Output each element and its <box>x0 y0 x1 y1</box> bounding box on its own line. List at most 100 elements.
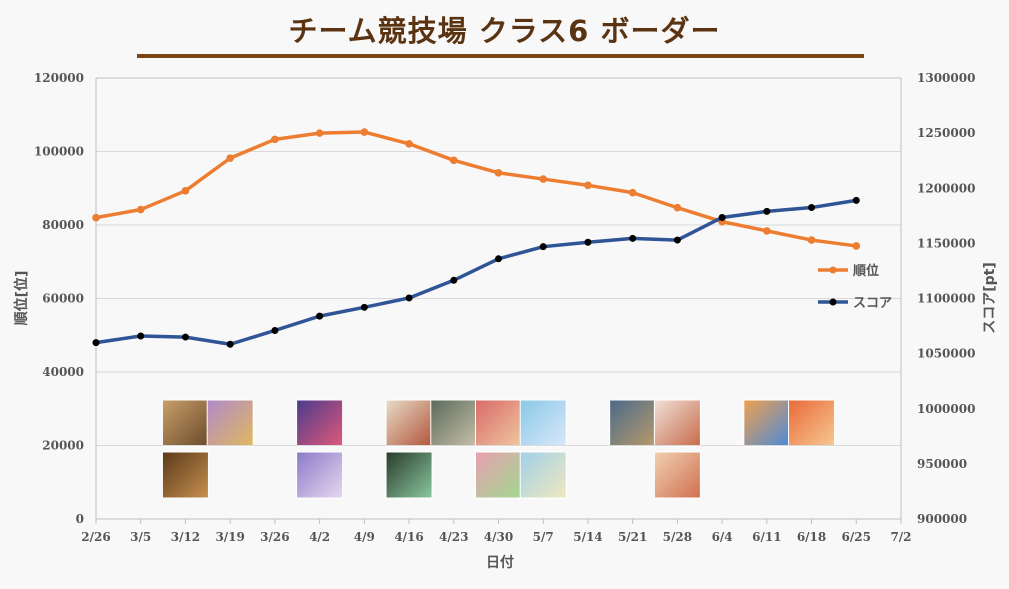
card-thumbnail <box>475 451 522 499</box>
data-point-score <box>405 294 413 302</box>
data-point-score <box>673 236 681 244</box>
legend-label-rank: 順位 <box>853 263 879 279</box>
card-thumbnail <box>385 399 433 447</box>
data-point-score <box>316 312 324 320</box>
data-point-score <box>495 255 502 263</box>
data-point-score <box>852 196 860 204</box>
card-thumbnail <box>519 451 567 499</box>
y-tick-label: 20000 <box>42 439 84 453</box>
data-point-rank <box>315 129 324 137</box>
data-point-score <box>92 339 100 347</box>
data-point-rank <box>449 156 458 165</box>
x-tick-label: 6/4 <box>712 530 733 544</box>
card-thumbnail <box>609 399 657 447</box>
data-point-score <box>763 207 771 215</box>
data-point-score <box>539 243 547 251</box>
y-tick-label: 40000 <box>42 365 84 379</box>
legend-label-score: スコア <box>853 296 892 311</box>
data-point-score <box>226 340 234 348</box>
data-point-rank <box>360 128 369 136</box>
x-tick-label: 5/28 <box>663 530 692 544</box>
x-tick-label: 7/2 <box>890 530 911 544</box>
x-tick-label: 6/25 <box>842 530 871 544</box>
data-point-rank <box>807 236 816 244</box>
x-axis-title: 日付 <box>486 554 514 571</box>
y-tick-label: 120000 <box>34 71 84 85</box>
data-point-score <box>271 326 279 334</box>
series-lines <box>92 128 861 348</box>
data-point-rank <box>584 181 592 190</box>
x-tick-label: 5/21 <box>618 530 647 544</box>
series-line-rank <box>94 130 859 248</box>
data-point-rank <box>92 213 100 222</box>
card-thumbnail <box>475 399 522 447</box>
data-point-score <box>808 204 816 212</box>
card-thumbnails <box>161 399 836 499</box>
card-thumbnail <box>296 399 344 447</box>
legend-marker-score <box>829 298 837 306</box>
data-point-score <box>450 276 458 284</box>
axes <box>95 77 902 524</box>
y-tick-label: 0 <box>76 512 84 526</box>
tick-labels: 0 20000 40000 60000 80000 100000 120000 900000 9… <box>34 71 976 544</box>
data-point-score <box>181 333 189 341</box>
y2-tick-label: 1300000 <box>917 71 975 85</box>
x-tick-label: 6/18 <box>797 530 826 544</box>
card-thumbnail <box>788 399 836 447</box>
card-thumbnail <box>296 451 344 499</box>
y2-tick-label: 1200000 <box>917 181 975 195</box>
data-point-score <box>629 234 637 242</box>
data-point-rank <box>405 139 413 148</box>
y2-tick-label: 1000000 <box>917 402 975 416</box>
card-thumbnail <box>385 451 433 499</box>
y2-tick-label: 1050000 <box>917 347 975 361</box>
y2-tick-label: 1250000 <box>917 126 975 140</box>
x-tick-label: 5/14 <box>573 530 602 544</box>
y-tick-label: 100000 <box>34 145 84 159</box>
data-point-rank <box>628 188 637 197</box>
card-thumbnail <box>161 451 209 499</box>
chart-title: チーム競技場 クラス6 ボーダー <box>288 14 721 48</box>
x-tick-label: 4/9 <box>354 530 375 544</box>
y2-tick-label: 900000 <box>917 512 967 526</box>
y2-axis-title: スコア[pt] <box>982 262 998 334</box>
data-point-rank <box>271 135 279 144</box>
series-line-score <box>94 198 859 347</box>
data-point-rank <box>136 205 145 214</box>
legend-marker-rank <box>829 266 837 274</box>
x-tick-label: 5/7 <box>533 530 554 544</box>
x-tick-label: 2/26 <box>81 530 110 544</box>
card-thumbnail <box>519 399 567 447</box>
title-underline <box>137 54 864 58</box>
x-tick-label: 3/26 <box>260 530 289 544</box>
card-thumbnail <box>206 399 254 447</box>
data-point-rank <box>181 187 190 195</box>
data-point-rank <box>226 154 234 162</box>
data-point-score <box>718 213 726 221</box>
x-tick-label: 4/30 <box>484 530 513 544</box>
legend: 順位 スコア <box>818 263 892 311</box>
card-thumbnail <box>430 399 478 447</box>
data-point-score <box>137 332 145 340</box>
x-tick-label: 4/16 <box>394 530 423 544</box>
x-tick-label: 4/23 <box>439 530 468 544</box>
data-point-rank <box>673 203 682 212</box>
card-thumbnail <box>653 399 701 447</box>
y-tick-label: 60000 <box>42 292 84 306</box>
y2-tick-label: 950000 <box>917 457 967 471</box>
x-tick-label: 3/12 <box>171 530 200 544</box>
y-axis-title: 順位[位] <box>13 271 30 326</box>
x-tick-label: 6/11 <box>752 530 781 544</box>
data-point-rank <box>539 175 548 183</box>
y2-tick-label: 1150000 <box>917 236 975 250</box>
data-point-rank <box>852 242 861 250</box>
x-tick-label: 3/19 <box>215 530 244 544</box>
y2-tick-label: 1100000 <box>917 292 975 306</box>
card-thumbnail <box>743 399 791 447</box>
y-tick-label: 80000 <box>42 218 84 232</box>
data-point-rank <box>763 227 771 235</box>
card-thumbnail <box>161 399 209 447</box>
data-point-score <box>360 303 368 311</box>
